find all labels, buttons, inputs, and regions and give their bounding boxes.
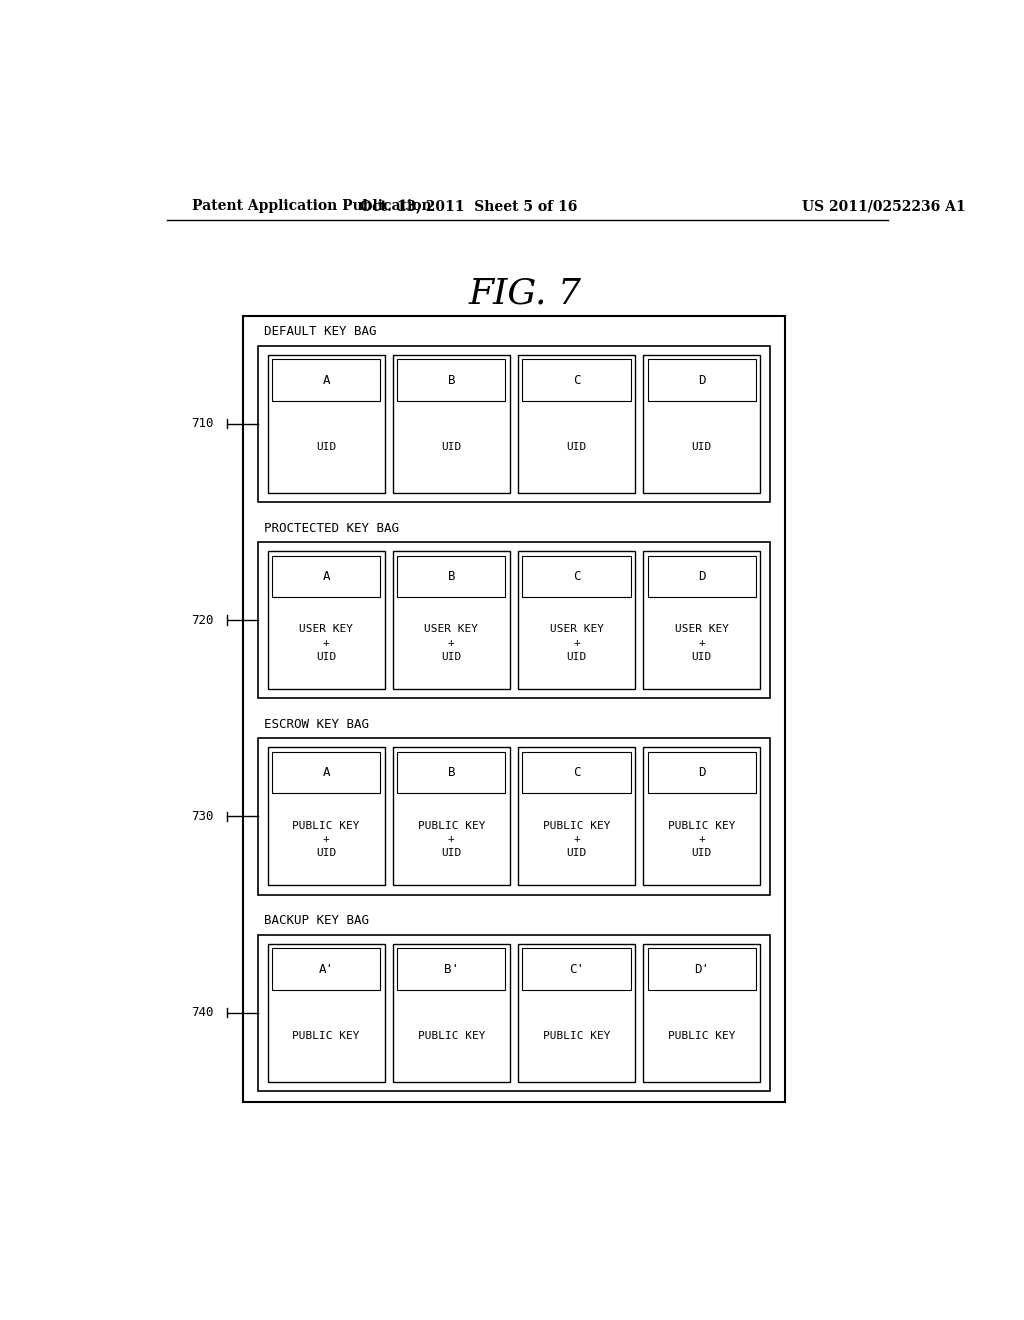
Text: PUBLIC KEY: PUBLIC KEY xyxy=(293,1031,360,1040)
Text: BACKUP KEY BAG: BACKUP KEY BAG xyxy=(264,915,370,927)
Text: +: + xyxy=(698,638,706,648)
Text: 720: 720 xyxy=(190,614,213,627)
Text: +: + xyxy=(323,834,330,845)
Bar xyxy=(522,752,631,793)
Bar xyxy=(397,359,506,401)
Text: USER KEY: USER KEY xyxy=(550,624,603,634)
Text: PUBLIC KEY: PUBLIC KEY xyxy=(418,1031,485,1040)
Text: UID: UID xyxy=(691,849,712,858)
Text: D: D xyxy=(698,766,706,779)
Text: +: + xyxy=(573,638,580,648)
Text: D: D xyxy=(698,570,706,583)
Bar xyxy=(518,944,635,1081)
Bar xyxy=(243,317,785,1102)
Bar xyxy=(392,944,510,1081)
Text: USER KEY: USER KEY xyxy=(424,624,478,634)
Bar xyxy=(647,752,756,793)
Text: A: A xyxy=(323,374,330,387)
Text: +: + xyxy=(447,834,455,845)
Bar xyxy=(258,543,770,698)
Text: D': D' xyxy=(694,962,710,975)
Text: UID: UID xyxy=(316,442,336,451)
Bar xyxy=(397,948,506,990)
Bar xyxy=(267,747,385,886)
Bar xyxy=(392,552,510,689)
Bar xyxy=(643,355,761,492)
Text: PUBLIC KEY: PUBLIC KEY xyxy=(668,821,735,830)
Bar xyxy=(643,552,761,689)
Bar xyxy=(647,556,756,597)
Bar xyxy=(272,556,380,597)
Text: Patent Application Publication: Patent Application Publication xyxy=(193,199,432,213)
Bar xyxy=(518,747,635,886)
Text: FIG. 7: FIG. 7 xyxy=(468,276,582,310)
Text: UID: UID xyxy=(691,442,712,451)
Text: +: + xyxy=(447,638,455,648)
Text: B': B' xyxy=(443,962,459,975)
Bar xyxy=(518,355,635,492)
Text: Oct. 13, 2011  Sheet 5 of 16: Oct. 13, 2011 Sheet 5 of 16 xyxy=(360,199,578,213)
Text: UID: UID xyxy=(316,849,336,858)
Bar xyxy=(267,944,385,1081)
Text: PROCTECTED KEY BAG: PROCTECTED KEY BAG xyxy=(264,521,399,535)
Text: +: + xyxy=(573,834,580,845)
Text: UID: UID xyxy=(441,849,462,858)
Bar xyxy=(397,556,506,597)
Text: PUBLIC KEY: PUBLIC KEY xyxy=(543,1031,610,1040)
Text: A: A xyxy=(323,570,330,583)
Text: 740: 740 xyxy=(190,1006,213,1019)
Bar xyxy=(267,355,385,492)
Bar xyxy=(258,346,770,502)
Text: +: + xyxy=(698,834,706,845)
Bar xyxy=(647,359,756,401)
Text: UID: UID xyxy=(316,652,336,661)
Text: C: C xyxy=(572,374,581,387)
Text: UID: UID xyxy=(441,442,462,451)
Text: A': A' xyxy=(318,962,334,975)
Text: USER KEY: USER KEY xyxy=(299,624,353,634)
Text: +: + xyxy=(323,638,330,648)
Bar xyxy=(522,556,631,597)
Text: ESCROW KEY BAG: ESCROW KEY BAG xyxy=(264,718,370,731)
Text: C: C xyxy=(572,766,581,779)
Text: PUBLIC KEY: PUBLIC KEY xyxy=(418,821,485,830)
Text: UID: UID xyxy=(566,652,587,661)
Text: D: D xyxy=(698,374,706,387)
Text: 730: 730 xyxy=(190,810,213,822)
Text: A: A xyxy=(323,766,330,779)
Text: UID: UID xyxy=(566,849,587,858)
Bar xyxy=(267,552,385,689)
Text: C: C xyxy=(572,570,581,583)
Text: US 2011/0252236 A1: US 2011/0252236 A1 xyxy=(802,199,966,213)
Text: UID: UID xyxy=(691,652,712,661)
Text: UID: UID xyxy=(441,652,462,661)
Bar xyxy=(272,948,380,990)
Bar xyxy=(258,738,770,895)
Text: USER KEY: USER KEY xyxy=(675,624,729,634)
Text: B: B xyxy=(447,766,455,779)
Bar xyxy=(392,355,510,492)
Text: PUBLIC KEY: PUBLIC KEY xyxy=(668,1031,735,1040)
Text: DEFAULT KEY BAG: DEFAULT KEY BAG xyxy=(264,325,377,338)
Bar xyxy=(392,747,510,886)
Bar xyxy=(647,948,756,990)
Bar xyxy=(397,752,506,793)
Text: UID: UID xyxy=(566,442,587,451)
Bar xyxy=(643,747,761,886)
Text: B: B xyxy=(447,374,455,387)
Text: PUBLIC KEY: PUBLIC KEY xyxy=(543,821,610,830)
Bar xyxy=(522,948,631,990)
Text: 710: 710 xyxy=(190,417,213,430)
Text: C': C' xyxy=(569,962,584,975)
Bar xyxy=(272,752,380,793)
Bar xyxy=(643,944,761,1081)
Bar xyxy=(518,552,635,689)
Bar xyxy=(258,935,770,1090)
Bar xyxy=(272,359,380,401)
Text: B: B xyxy=(447,570,455,583)
Text: PUBLIC KEY: PUBLIC KEY xyxy=(293,821,360,830)
Bar xyxy=(522,359,631,401)
